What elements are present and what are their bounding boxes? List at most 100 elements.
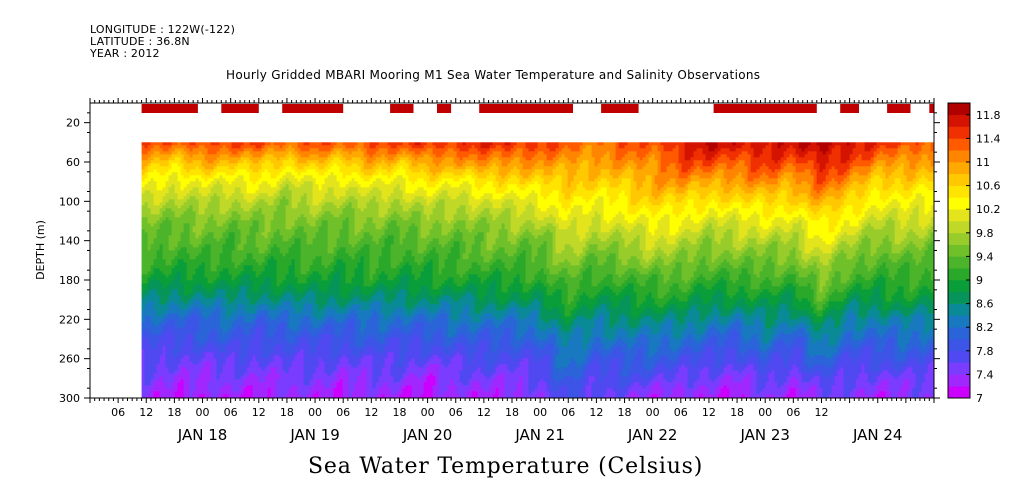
heat-cell: [280, 367, 283, 370]
heat-cell: [211, 316, 214, 319]
heat-cell: [181, 337, 184, 340]
heat-cell: [205, 274, 208, 277]
heat-cell: [220, 190, 223, 193]
heat-cell: [286, 250, 289, 253]
heat-cell: [157, 349, 160, 352]
heat-cell: [292, 382, 295, 385]
heat-cell: [310, 313, 313, 316]
heat-cell: [286, 325, 289, 328]
heat-cell: [310, 343, 313, 346]
heat-cell: [313, 322, 316, 325]
heat-cell: [295, 229, 298, 232]
heat-cell: [250, 340, 253, 343]
heat-cell: [280, 247, 283, 250]
heat-cell: [181, 142, 184, 145]
heat-cell: [190, 229, 193, 232]
heat-cell: [235, 208, 238, 211]
heat-cell: [310, 298, 313, 301]
heat-cell: [145, 235, 148, 238]
heat-cell: [271, 298, 274, 301]
heat-cell: [259, 196, 262, 199]
heat-cell: [229, 394, 232, 397]
heat-cell: [217, 196, 220, 199]
heat-cell: [187, 358, 190, 361]
heat-cell: [253, 232, 256, 235]
heat-cell: [220, 181, 223, 184]
heat-cell: [202, 199, 205, 202]
heat-cell: [271, 313, 274, 316]
heat-cell: [232, 388, 235, 391]
heat-cell: [208, 355, 211, 358]
heat-cell: [304, 376, 307, 379]
heat-cell: [274, 199, 277, 202]
heat-cell: [268, 295, 271, 298]
heat-cell: [178, 253, 181, 256]
heat-cell: [298, 352, 301, 355]
heat-cell: [289, 355, 292, 358]
heat-cell: [157, 163, 160, 166]
heat-cell: [202, 193, 205, 196]
heat-cell: [217, 265, 220, 268]
heat-cell: [193, 310, 196, 313]
heat-cell: [211, 352, 214, 355]
heat-cell: [229, 316, 232, 319]
heat-cell: [265, 193, 268, 196]
heat-cell: [277, 259, 280, 262]
heat-cell: [157, 322, 160, 325]
heat-cell: [292, 157, 295, 160]
heat-cell: [154, 343, 157, 346]
heat-cell: [259, 256, 262, 259]
heat-cell: [187, 268, 190, 271]
heat-cell: [226, 301, 229, 304]
heat-cell: [214, 298, 217, 301]
heat-cell: [292, 175, 295, 178]
heat-cell: [226, 385, 229, 388]
heat-cell: [298, 292, 301, 295]
heat-cell: [298, 322, 301, 325]
heat-cell: [160, 142, 163, 145]
heat-cell: [208, 157, 211, 160]
heat-cell: [208, 220, 211, 223]
heat-cell: [163, 151, 166, 154]
heat-cell: [253, 244, 256, 247]
heat-cell: [193, 319, 196, 322]
heat-cell: [160, 181, 163, 184]
heat-cell: [232, 322, 235, 325]
heat-cell: [298, 346, 301, 349]
heat-cell: [154, 265, 157, 268]
heat-cell: [286, 238, 289, 241]
heat-cell: [253, 256, 256, 259]
heat-cell: [148, 277, 151, 280]
heat-cell: [295, 277, 298, 280]
heat-cell: [181, 181, 184, 184]
heat-cell: [211, 184, 214, 187]
heat-cell: [259, 187, 262, 190]
heat-cell: [241, 391, 244, 394]
heat-cell: [265, 247, 268, 250]
heat-cell: [184, 316, 187, 319]
heat-cell: [190, 196, 193, 199]
heat-cell: [172, 229, 175, 232]
heat-cell: [229, 175, 232, 178]
heat-cell: [265, 316, 268, 319]
heat-cell: [247, 238, 250, 241]
heat-cell: [190, 166, 193, 169]
heat-cell: [289, 337, 292, 340]
heat-cell: [289, 241, 292, 244]
heat-cell: [214, 361, 217, 364]
heat-cell: [223, 232, 226, 235]
heat-cell: [214, 340, 217, 343]
heat-cell: [244, 250, 247, 253]
heat-cell: [187, 379, 190, 382]
heat-cell: [145, 382, 148, 385]
heat-cell: [271, 262, 274, 265]
heat-cell: [235, 280, 238, 283]
heat-cell: [244, 355, 247, 358]
heat-cell: [157, 253, 160, 256]
heat-cell: [283, 175, 286, 178]
heat-cell: [313, 382, 316, 385]
heat-cell: [172, 196, 175, 199]
heat-cell: [202, 331, 205, 334]
heat-cell: [301, 391, 304, 394]
heat-cell: [175, 322, 178, 325]
